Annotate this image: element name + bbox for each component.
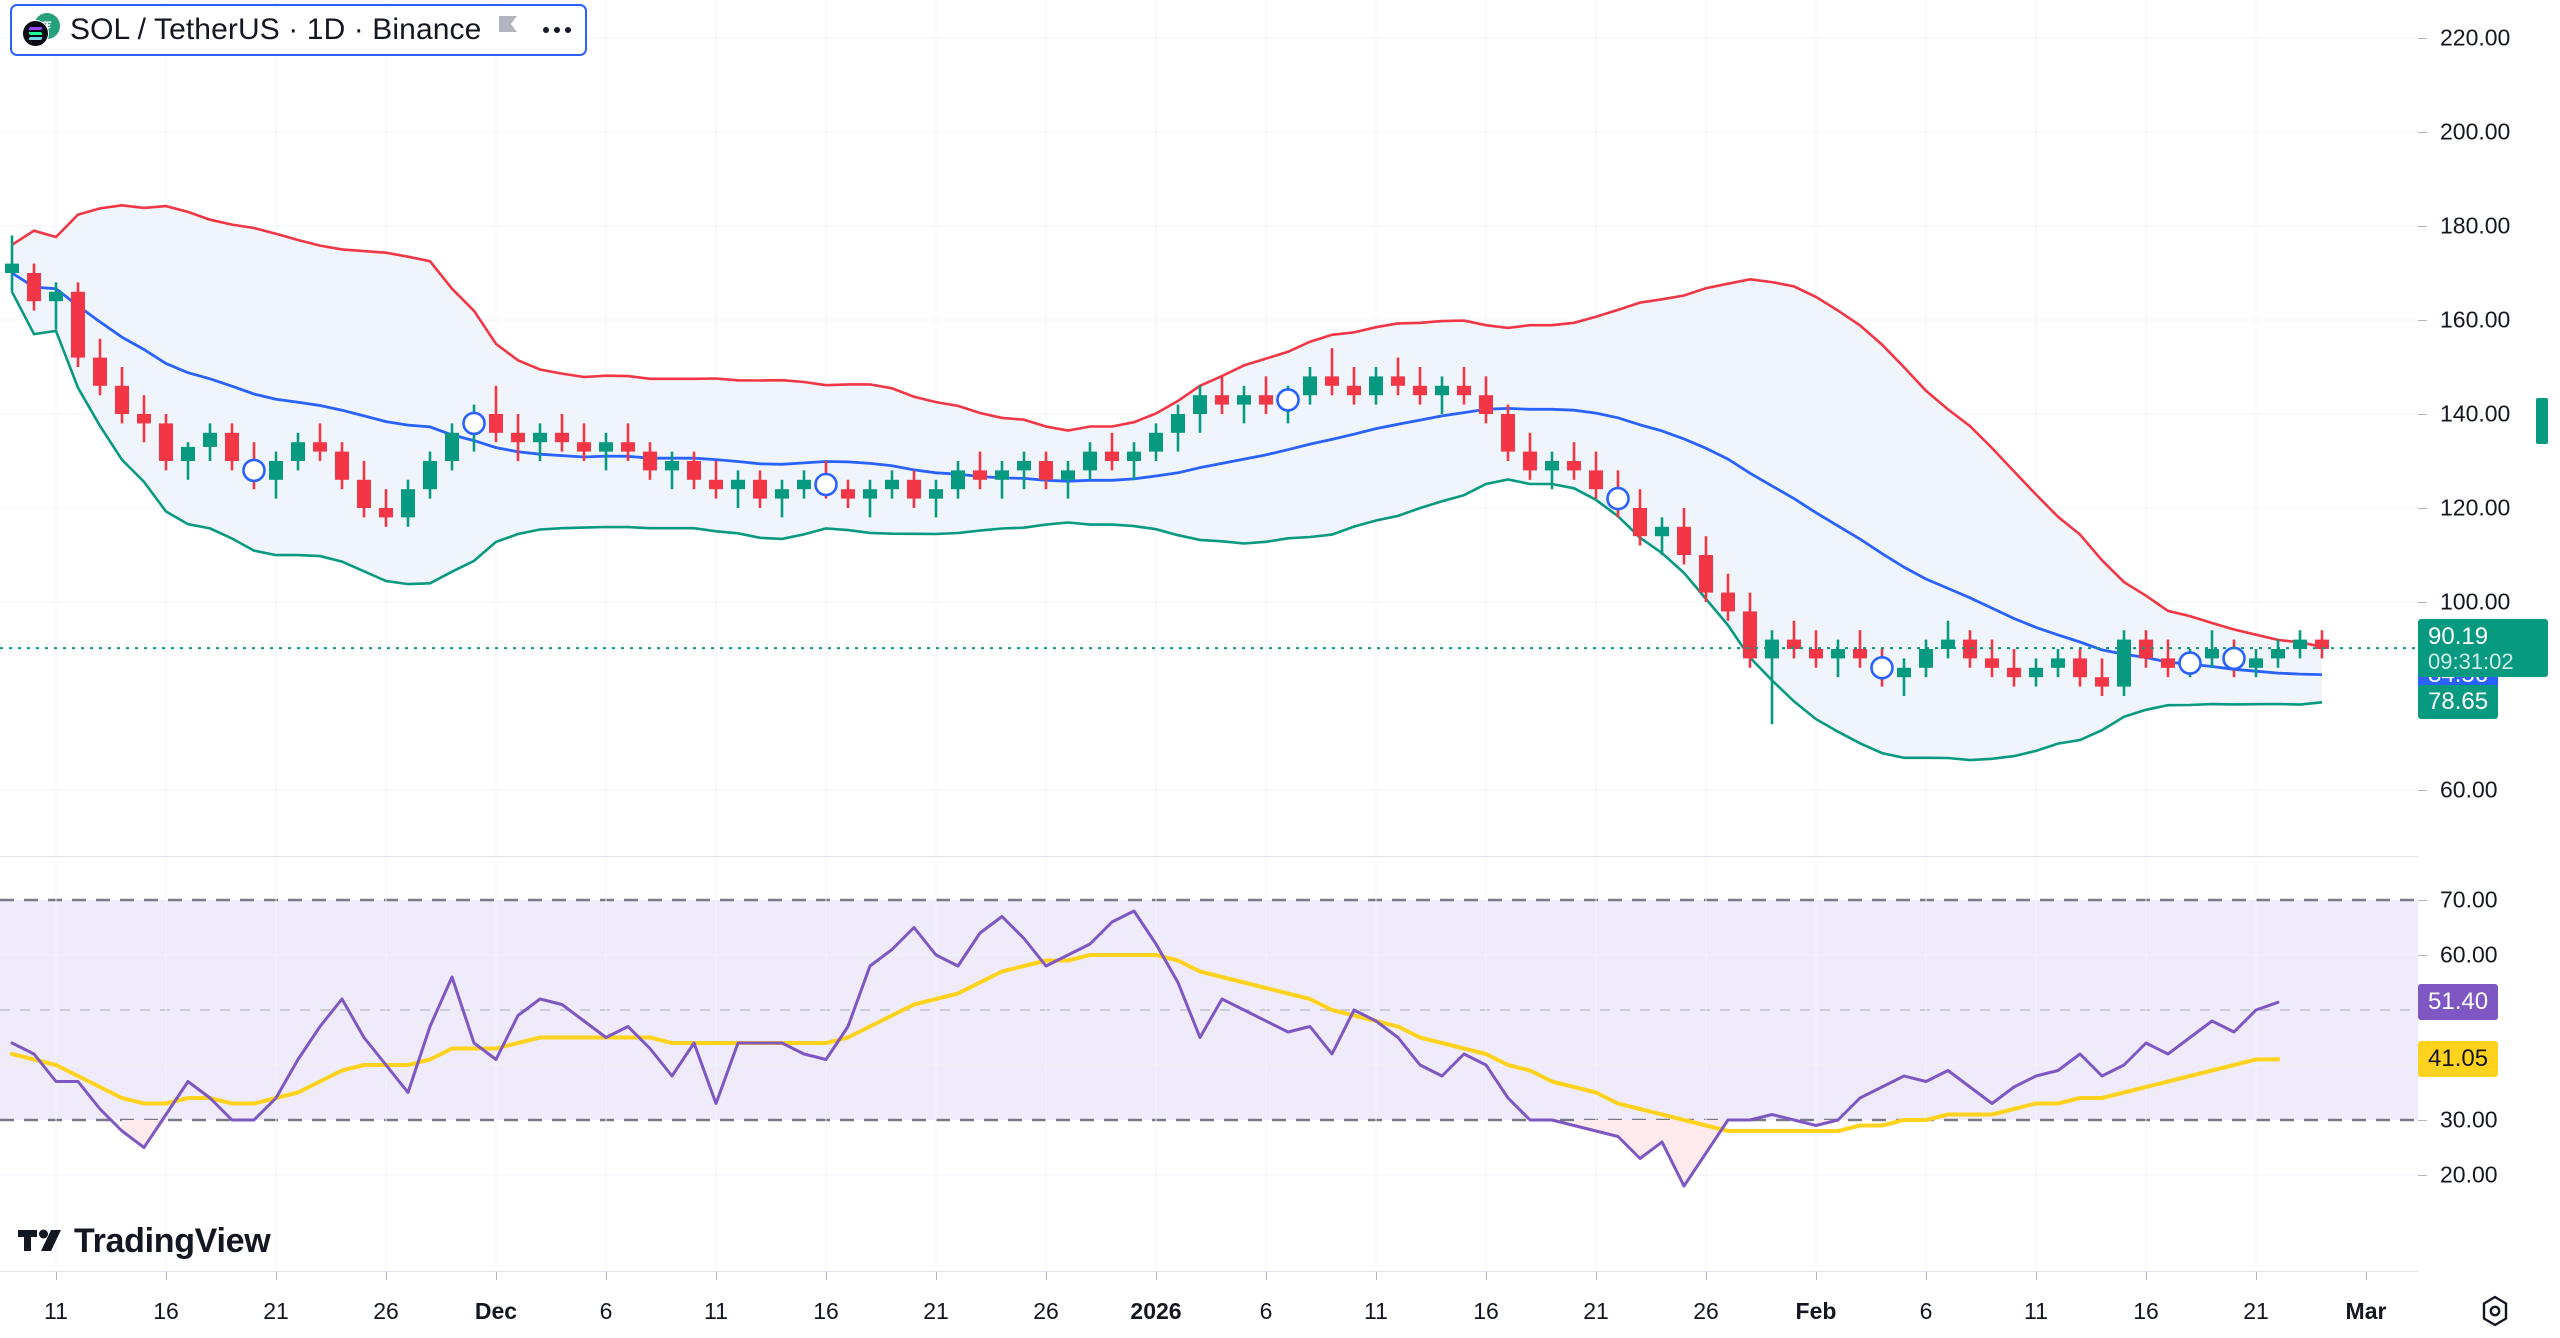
rsi-axis-label: 20.00	[2440, 1161, 2498, 1188]
rsi-ma-badge[interactable]: 41.05	[2418, 1041, 2499, 1078]
time-axis-tick	[1816, 1272, 1817, 1280]
price-axis-label: 60.00	[2440, 776, 2498, 803]
rsi-axis-tick	[2418, 1120, 2427, 1121]
symbol-logos: ₮	[22, 13, 60, 47]
time-axis-label: 11	[704, 1298, 728, 1324]
rsi-axis-tick	[2418, 1175, 2427, 1176]
last-price-marker	[2536, 398, 2548, 444]
time-axis-label: 16	[2133, 1298, 2159, 1324]
price-axis-tick	[2418, 790, 2427, 791]
price-chart-canvas[interactable]	[0, 0, 2418, 855]
price-axis-tick	[2418, 132, 2427, 133]
price-axis-label: 140.00	[2440, 400, 2511, 427]
time-axis-tick	[386, 1272, 387, 1280]
price-chart-pane[interactable]	[0, 0, 2418, 855]
bb-lower-badge[interactable]: 78.65	[2418, 685, 2499, 720]
time-axis-label: 16	[1473, 1298, 1499, 1324]
time-axis-tick	[2256, 1272, 2257, 1280]
price-axis-tick	[2418, 226, 2427, 227]
time-axis-label: 11	[2024, 1298, 2048, 1324]
tradingview-watermark: TradingView	[18, 1222, 271, 1261]
time-axis-tick	[2146, 1272, 2147, 1280]
rsi-indicator-pane[interactable]	[0, 858, 2418, 1270]
symbol-legend[interactable]: ₮ SOL / TetherUS · 1D · Binance	[10, 4, 588, 56]
time-axis-tick	[2366, 1272, 2367, 1280]
time-axis-tick	[936, 1272, 937, 1280]
price-axis-tick	[2418, 508, 2427, 509]
price-axis-label: 180.00	[2440, 212, 2511, 239]
price-axis-label: 200.00	[2440, 118, 2511, 145]
time-axis-label: 21	[923, 1298, 949, 1324]
time-axis-label: 6	[599, 1298, 613, 1324]
symbol-title: SOL / TetherUS · 1D · Binance	[70, 13, 482, 46]
price-axis-label: 100.00	[2440, 588, 2511, 615]
bar-countdown-timer: 09:31:02	[2428, 649, 2514, 675]
time-axis-label: 26	[1033, 1298, 1059, 1324]
more-options-icon[interactable]	[543, 27, 572, 33]
last-price-badge[interactable]: 90.19 09:31:02	[2418, 619, 2548, 678]
time-axis-tick	[276, 1272, 277, 1280]
flag-icon[interactable]	[497, 16, 519, 44]
rsi-axis-tick	[2418, 955, 2427, 956]
time-axis-tick	[2036, 1272, 2037, 1280]
time-axis-label: 26	[373, 1298, 399, 1324]
pane-separator[interactable]	[0, 856, 2560, 857]
price-axis-tick	[2418, 602, 2427, 603]
time-axis-label: 26	[1693, 1298, 1719, 1324]
time-axis-label: 11	[44, 1298, 68, 1324]
price-axis-label: 160.00	[2440, 306, 2511, 333]
time-axis-divider	[0, 1271, 2560, 1272]
time-axis-label: 6	[1919, 1298, 1933, 1324]
rsi-axis-label: 70.00	[2440, 886, 2498, 913]
time-axis-tick	[1266, 1272, 1267, 1280]
time-axis-tick	[716, 1272, 717, 1280]
rsi-chart-canvas[interactable]	[0, 858, 2418, 1270]
price-axis-tick	[2418, 414, 2427, 415]
time-axis-label: 16	[153, 1298, 179, 1324]
time-axis-label: Mar	[2345, 1298, 2387, 1324]
time-axis-tick	[1046, 1272, 1047, 1280]
time-axis-tick	[56, 1272, 57, 1280]
solana-logo-icon	[22, 20, 49, 47]
rsi-axis-tick	[2418, 900, 2427, 901]
time-axis-tick	[1486, 1272, 1487, 1280]
price-axis-tick	[2418, 38, 2427, 39]
time-axis-tick	[1376, 1272, 1377, 1280]
price-axis-tick	[2418, 320, 2427, 321]
time-axis-label: 21	[263, 1298, 289, 1324]
time-axis-label: 2026	[1130, 1298, 1182, 1324]
time-axis-tick	[1926, 1272, 1927, 1280]
time-axis-label: Feb	[1795, 1298, 1837, 1324]
time-axis[interactable]: 11 16 21 26 Dec 6 11 16 21 26 2026 6 11 16 21 26 Feb 6 11 1…	[0, 1272, 2418, 1338]
time-axis-tick	[826, 1272, 827, 1280]
time-axis-label: Dec	[474, 1298, 518, 1324]
rsi-axis-label: 60.00	[2440, 941, 2498, 968]
time-axis-tick	[496, 1272, 497, 1280]
time-axis-tick	[1706, 1272, 1707, 1280]
time-axis-label: 11	[1364, 1298, 1388, 1324]
time-axis-label: 6	[1259, 1298, 1273, 1324]
time-axis-tick	[606, 1272, 607, 1280]
price-axis-label: 120.00	[2440, 494, 2511, 521]
time-axis-label: 21	[1583, 1298, 1609, 1324]
time-axis-label: 16	[813, 1298, 839, 1324]
last-price-value: 90.19	[2428, 623, 2489, 651]
price-axis-label: 220.00	[2440, 24, 2511, 51]
rsi-value-badge[interactable]: 51.40	[2418, 984, 2499, 1021]
tradingview-logo-icon	[18, 1229, 61, 1251]
rsi-axis-label: 30.00	[2440, 1106, 2498, 1133]
time-axis-tick	[1596, 1272, 1597, 1280]
time-axis-tick	[166, 1272, 167, 1280]
chart-settings-icon[interactable]	[2478, 1294, 2512, 1328]
time-axis-tick	[1156, 1272, 1157, 1280]
watermark-label: TradingView	[74, 1222, 271, 1260]
time-axis-label: 21	[2243, 1298, 2269, 1324]
